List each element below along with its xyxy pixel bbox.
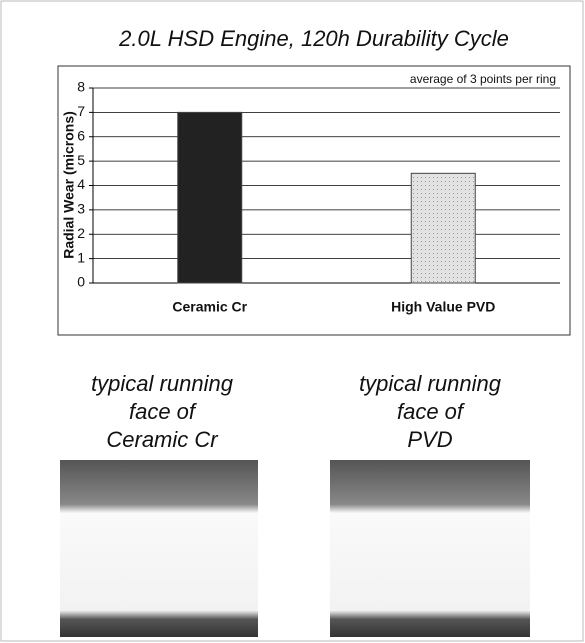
x-tick-label: Ceramic Cr — [172, 299, 247, 315]
bar — [177, 111, 243, 284]
annotation: average of 3 points per ring — [410, 72, 556, 86]
chart-frame — [57, 65, 571, 336]
caption-line: typical running — [91, 371, 234, 396]
y-tick-label: 8 — [77, 79, 85, 95]
caption-line: Ceramic Cr — [106, 427, 219, 452]
y-tick-label: 2 — [77, 225, 85, 241]
x-tick-label: High Value PVD — [391, 299, 495, 315]
micrograph-ceramic — [60, 460, 258, 637]
y-axis-label: Radial Wear (microns) — [61, 111, 77, 259]
caption-line: face of — [397, 399, 466, 424]
y-tick-label: 3 — [77, 201, 85, 217]
chart-title: 2.0L HSD Engine, 120h Durability Cycle — [118, 26, 509, 51]
caption-line: typical running — [359, 371, 502, 396]
y-tick-label: 7 — [77, 103, 85, 119]
y-tick-label: 5 — [77, 152, 85, 168]
caption-line: face of — [129, 399, 198, 424]
y-tick-label: 4 — [77, 176, 85, 192]
bar — [410, 172, 476, 284]
y-tick-label: 6 — [77, 127, 85, 143]
micrograph-pvd — [330, 460, 530, 637]
y-tick-label: 0 — [77, 274, 85, 290]
y-tick-label: 1 — [77, 249, 85, 265]
caption-line: PVD — [407, 427, 452, 452]
